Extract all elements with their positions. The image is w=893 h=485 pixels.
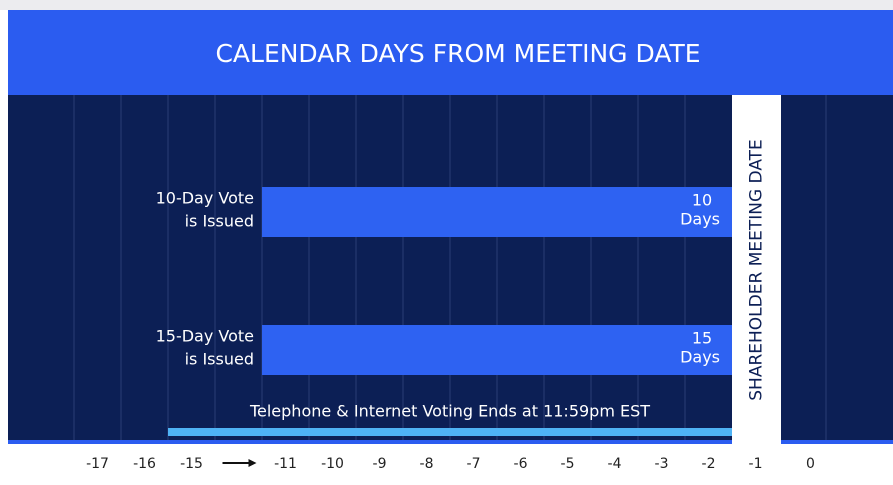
- meeting-label: SHAREHOLDER MEETING DATE: [747, 139, 767, 401]
- baseline: [8, 440, 732, 444]
- x-tick-label: -3: [655, 456, 669, 472]
- x-tick-label: -7: [467, 456, 481, 472]
- x-tick-label: -16: [133, 456, 156, 472]
- x-tick-label: -8: [420, 456, 434, 472]
- value-unit: Days: [680, 348, 720, 367]
- x-tick-label: -11: [274, 456, 297, 472]
- x-tick-label: -10: [321, 456, 344, 472]
- x-tick-label: -9: [373, 456, 387, 472]
- x-tick-label: -4: [608, 456, 622, 472]
- meeting-column: [732, 95, 781, 444]
- x-tick-label: -17: [86, 456, 109, 472]
- header-band: [8, 10, 893, 95]
- voting-line: [168, 428, 732, 436]
- value-label: 10: [692, 191, 712, 210]
- value-unit: Days: [680, 210, 720, 229]
- bar-label: is Issued: [185, 350, 254, 369]
- bar: [262, 325, 732, 375]
- x-tick-label: -6: [514, 456, 528, 472]
- bar-label: 15-Day Vote: [156, 327, 254, 346]
- top-strip: [0, 0, 893, 10]
- value-label: 15: [692, 329, 712, 348]
- x-tick-label: -15: [180, 456, 203, 472]
- bar: [262, 187, 732, 237]
- bar-label: 10-Day Vote: [156, 189, 254, 208]
- x-tick-label: -5: [561, 456, 575, 472]
- bar-label: is Issued: [185, 212, 254, 231]
- x-tick-label: -1: [749, 456, 763, 472]
- x-tick-label: -2: [702, 456, 716, 472]
- gap-arrow-head: [248, 459, 257, 467]
- marks-layer: SHAREHOLDER MEETING DATE 10-Day Vote is Is…: [8, 95, 893, 472]
- x-tick-label: 0: [806, 456, 815, 472]
- annotation: Telephone & Internet Voting Ends at 11:5…: [249, 402, 650, 421]
- chart-title: CALENDAR DAYS FROM MEETING DATE: [215, 39, 700, 68]
- baseline: [781, 440, 893, 444]
